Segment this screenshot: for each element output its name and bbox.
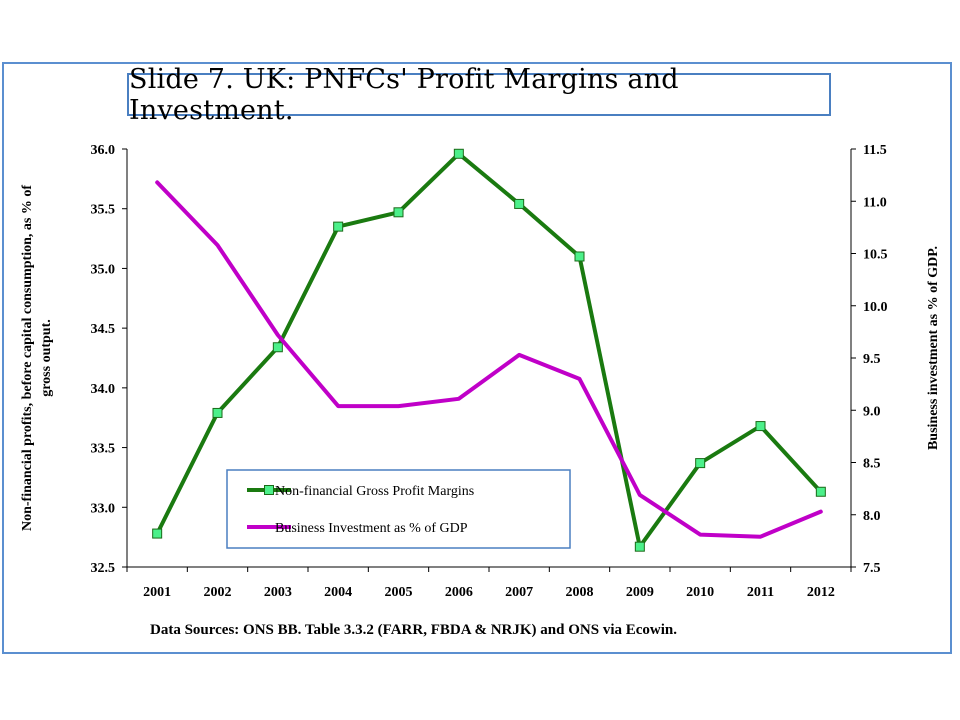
- profit-margin-point: [695, 458, 706, 469]
- left-tick-label: 34.5: [91, 322, 116, 337]
- x-tick-label: 2001: [143, 585, 171, 600]
- profit-margin-point: [272, 342, 283, 353]
- right-tick-label: 8.0: [863, 509, 881, 524]
- legend-label-margins: Non-financial Gross Profit Margins: [275, 484, 474, 499]
- left-axis-title: gross output.: [39, 319, 54, 397]
- profit-margin-point: [212, 407, 223, 418]
- right-tick-label: 11.5: [863, 143, 887, 158]
- x-tick-label: 2011: [747, 585, 774, 600]
- profit-margin-point: [453, 148, 464, 159]
- legend-box: [226, 469, 571, 549]
- legend-label-investment: Business Investment as % of GDP: [275, 521, 468, 536]
- right-tick-label: 9.5: [863, 352, 881, 367]
- left-tick-label: 35.5: [91, 203, 116, 218]
- profit-margin-point: [815, 486, 826, 497]
- right-tick-label: 10.0: [863, 300, 888, 315]
- profit-margin-point: [574, 251, 585, 262]
- x-tick-label: 2006: [445, 585, 473, 600]
- right-tick-label: 8.5: [863, 457, 881, 472]
- x-tick-label: 2009: [626, 585, 654, 600]
- x-tick-label: 2002: [204, 585, 232, 600]
- x-tick-label: 2003: [264, 585, 292, 600]
- slide-frame: [2, 62, 952, 654]
- profit-margins-line: [155, 151, 823, 549]
- left-tick-label: 33.0: [91, 501, 116, 516]
- legend-marker-margins: [264, 485, 274, 495]
- left-tick-label: 34.0: [91, 382, 116, 397]
- right-tick-label: 10.5: [863, 248, 888, 263]
- x-tick-label: 2004: [324, 585, 352, 600]
- profit-margin-point: [393, 207, 404, 218]
- right-tick-label: 7.5: [863, 561, 881, 576]
- profit-margin-point: [634, 541, 645, 552]
- x-tick-label: 2010: [686, 585, 714, 600]
- source-note: Data Sources: ONS BB. Table 3.3.2 (FARR,…: [150, 622, 677, 638]
- profit-margin-point: [333, 221, 344, 232]
- profit-margin-point: [152, 528, 163, 539]
- left-tick-label: 33.5: [91, 442, 116, 457]
- profit-margin-point: [514, 198, 525, 209]
- x-tick-label: 2007: [505, 585, 533, 600]
- right-axis-title: Business investment as % of GDP.: [926, 246, 941, 450]
- business-investment-line: [155, 180, 823, 539]
- x-tick-label: 2008: [566, 585, 594, 600]
- left-axis-title: Non-financial profits, before capital co…: [20, 185, 35, 531]
- profit-margin-point: [755, 421, 766, 432]
- right-tick-label: 11.0: [863, 195, 887, 210]
- left-tick-label: 35.0: [91, 262, 116, 277]
- x-tick-label: 2005: [385, 585, 413, 600]
- left-tick-label: 32.5: [91, 561, 116, 576]
- left-tick-label: 36.0: [91, 143, 116, 158]
- right-tick-label: 9.0: [863, 404, 881, 419]
- x-tick-label: 2012: [807, 585, 835, 600]
